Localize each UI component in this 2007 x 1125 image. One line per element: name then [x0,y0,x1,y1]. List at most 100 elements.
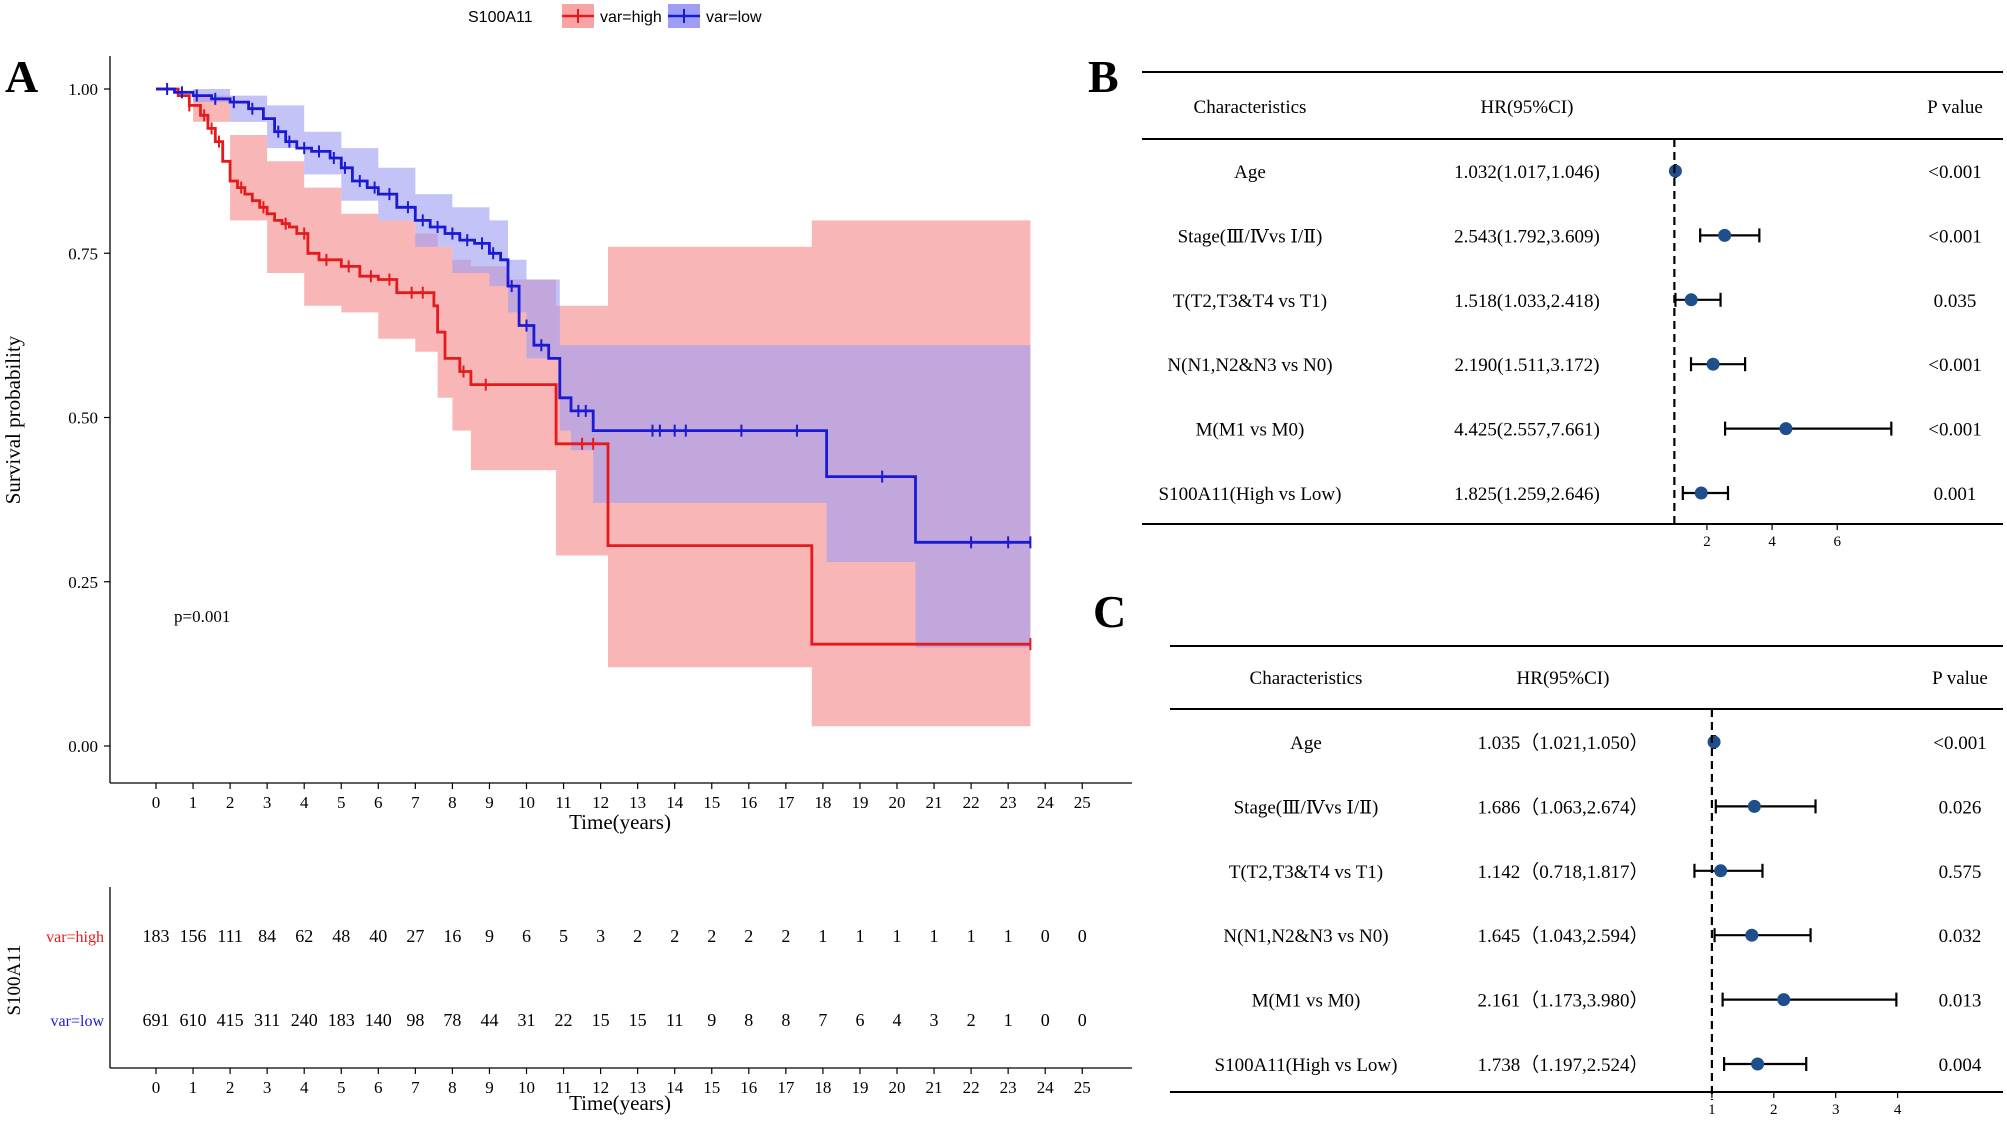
risk-count-high: 2 [633,926,642,946]
risk-count-low: 11 [666,1010,683,1030]
row-label: N(N1,N2&N3 vs N0) [1167,355,1332,376]
x-tick-label: 2 [226,1078,235,1097]
risk-count-high: 2 [744,926,753,946]
x-tick-label: 10 [518,793,535,812]
x-tick-label: 12 [592,1078,609,1097]
risk-count-high: 1 [855,926,864,946]
km-y-axis-title: Survival probability [1,335,25,504]
risk-count-low: 240 [291,1010,318,1030]
risk-count-low: 7 [818,1010,827,1030]
x-tick-label: 5 [337,793,346,812]
hr-point [1714,864,1728,878]
x-tick-label: 0 [152,793,161,812]
y-tick-label: 1.00 [68,80,98,99]
x-tick-label: 2 [226,793,235,812]
km-y-ticks: 0.00 0.25 0.50 0.75 1.00 [68,80,110,756]
hr-point [1684,293,1698,307]
panel-b-forest: B Characteristics HR(95%CI) P value Age 1… [1088,51,2003,550]
row-hr-text: 1.825(1.259,2.646) [1454,484,1600,505]
row-label: S100A11(High vs Low) [1159,484,1342,505]
p-value-annotation: p=0.001 [174,607,230,626]
x-tick-label: 20 [889,793,906,812]
x-tick-label: 16 [740,1078,757,1097]
row-p-value: 0.035 [1934,291,1977,312]
forest-x-tick-label: 1 [1708,1102,1716,1118]
x-tick-label: 17 [777,793,795,812]
x-tick-label: 4 [300,793,309,812]
x-tick-label: 0 [152,1078,161,1097]
x-tick-label: 20 [889,1078,906,1097]
risk-count-low: 31 [518,1010,536,1030]
row-p-value: 0.575 [1939,862,1982,883]
x-tick-label: 6 [374,1078,383,1097]
x-tick-label: 22 [963,1078,980,1097]
row-label: T(T2,T3&T4 vs T1) [1229,862,1383,883]
forest-x-tick-label: 4 [1894,1102,1902,1118]
x-tick-label: 15 [703,793,720,812]
row-label: M(M1 vs M0) [1252,991,1361,1012]
header-p-value: P value [1927,97,1983,118]
legend-label-low: var=low [706,9,762,26]
row-p-value: <0.001 [1928,420,1981,441]
row-p-value: <0.001 [1928,162,1981,183]
row-label: N(N1,N2&N3 vs N0) [1223,926,1388,947]
risk-count-low: 691 [143,1010,170,1030]
risk-count-high: 27 [406,926,424,946]
row-label: Stage(Ⅲ/Ⅳvs Ⅰ/Ⅱ) [1178,226,1323,247]
km-censor-marks [166,83,1032,651]
risk-count-high: 6 [522,926,531,946]
risk-count-low: 0 [1041,1010,1050,1030]
risk-count-high: 2 [670,926,679,946]
row-label: T(T2,T3&T4 vs T1) [1173,291,1327,312]
row-hr-text: 1.645（1.043,2.594） [1477,925,1648,947]
risk-count-low: 8 [781,1010,790,1030]
km-plot-area: 0.000.250.500.751.00 0 1 2 3 4 5 6 7 8 9 10 11 12 13 1… [1,56,1132,834]
row-p-value: 0.026 [1939,797,1982,818]
row-hr-text: 2.161（1.173,3.980） [1477,990,1648,1012]
hr-point [1777,993,1791,1007]
x-tick-label: 14 [666,793,684,812]
risk-count-low: 78 [443,1010,461,1030]
risk-count-high: 1 [818,926,827,946]
risk-count-low: 311 [254,1010,280,1030]
row-label: S100A11(High vs Low) [1215,1055,1398,1076]
risk-count-high: 2 [781,926,790,946]
row-p-value: <0.001 [1928,355,1981,376]
hr-point [1718,228,1732,242]
risk-table: S100A11 var=high var=low 183 156 111 84 62 48… [4,887,1132,1115]
x-tick-label: 6 [374,793,383,812]
risk-count-low: 44 [480,1010,498,1030]
x-tick-label: 24 [1037,793,1055,812]
hr-point [1779,422,1793,436]
legend-label-high: var=high [600,9,662,26]
row-p-value: <0.001 [1928,226,1981,247]
risk-count-high: 0 [1078,926,1087,946]
risk-row-label-low: var=low [51,1013,105,1030]
risk-count-high: 48 [332,926,350,946]
panel-label-a: A [5,51,38,102]
risk-count-low: 0 [1078,1010,1087,1030]
row-hr-text: 2.543(1.792,3.609) [1454,226,1600,247]
y-tick-label: 0.75 [68,244,98,263]
x-tick-label: 19 [851,1078,868,1097]
row-hr-text: 1.518(1.033,2.418) [1454,291,1600,312]
risk-count-low: 22 [555,1010,573,1030]
row-label: Stage(Ⅲ/Ⅳvs Ⅰ/Ⅱ) [1234,797,1379,818]
forest-x-tick-label: 2 [1703,534,1711,550]
row-p-value: 0.032 [1939,926,1982,947]
risk-count-low: 15 [629,1010,647,1030]
risk-count-high: 9 [485,926,494,946]
row-label: Age [1234,162,1266,183]
x-tick-label: 21 [926,1078,943,1097]
risk-count-high: 16 [443,926,461,946]
risk-count-low: 15 [592,1010,610,1030]
y-tick-label: 0.50 [68,409,98,428]
risk-count-low: 2 [967,1010,976,1030]
risk-count-high: 1 [930,926,939,946]
risk-x-axis-title: Time(years) [569,1091,671,1115]
row-p-value: 0.004 [1939,1055,1982,1076]
panel-c-forest: C Characteristics HR(95%CI) P value Age 1… [1093,586,2003,1118]
risk-count-high: 111 [217,926,243,946]
header-characteristics: Characteristics [1250,668,1363,689]
